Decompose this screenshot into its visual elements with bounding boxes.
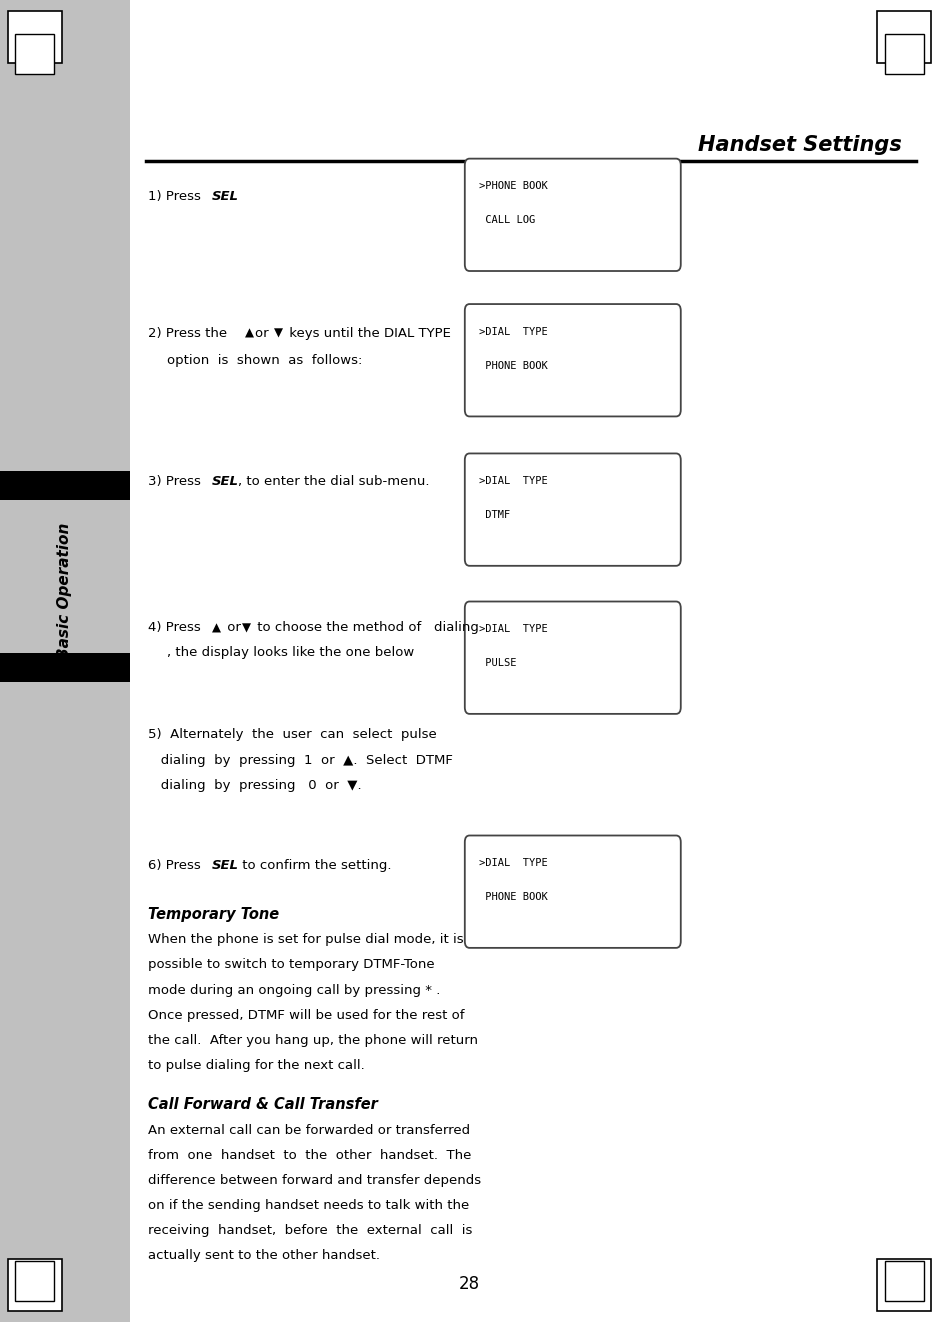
Text: >DIAL  TYPE: >DIAL TYPE <box>479 327 547 337</box>
FancyBboxPatch shape <box>465 159 681 271</box>
FancyBboxPatch shape <box>15 34 54 74</box>
Text: >DIAL  TYPE: >DIAL TYPE <box>479 858 547 869</box>
FancyBboxPatch shape <box>8 1259 62 1311</box>
Text: 5)  Alternately  the  user  can  select  pulse: 5) Alternately the user can select pulse <box>148 728 438 742</box>
Text: 1) Press: 1) Press <box>148 190 206 204</box>
Text: or: or <box>223 621 245 635</box>
Text: Call Forward & Call Transfer: Call Forward & Call Transfer <box>148 1097 378 1112</box>
FancyBboxPatch shape <box>8 11 62 63</box>
Text: CALL LOG: CALL LOG <box>479 215 535 226</box>
Text: option  is  shown  as  follows:: option is shown as follows: <box>167 354 362 368</box>
Text: PHONE BOOK: PHONE BOOK <box>479 361 547 371</box>
Text: ▲: ▲ <box>245 327 254 340</box>
Text: , the display looks like the one below: , the display looks like the one below <box>167 646 414 660</box>
Text: difference between forward and transfer depends: difference between forward and transfer … <box>148 1174 482 1187</box>
Text: receiving  handset,  before  the  external  call  is: receiving handset, before the external c… <box>148 1224 472 1237</box>
Text: 4) Press: 4) Press <box>148 621 206 635</box>
Text: An external call can be forwarded or transferred: An external call can be forwarded or tra… <box>148 1124 470 1137</box>
FancyBboxPatch shape <box>465 602 681 714</box>
Text: keys until the DIAL TYPE: keys until the DIAL TYPE <box>285 327 451 340</box>
Text: mode during an ongoing call by pressing * .: mode during an ongoing call by pressing … <box>148 984 440 997</box>
Text: dialing  by  pressing   0  or  ▼.: dialing by pressing 0 or ▼. <box>148 779 362 792</box>
Text: SEL: SEL <box>212 190 239 204</box>
Bar <box>0 471 130 500</box>
Text: PHONE BOOK: PHONE BOOK <box>479 892 547 903</box>
Text: from  one  handset  to  the  other  handset.  The: from one handset to the other handset. T… <box>148 1149 471 1162</box>
Text: >DIAL  TYPE: >DIAL TYPE <box>479 624 547 635</box>
FancyBboxPatch shape <box>465 836 681 948</box>
Text: to confirm the setting.: to confirm the setting. <box>238 859 391 873</box>
FancyBboxPatch shape <box>877 1259 931 1311</box>
Text: When the phone is set for pulse dial mode, it is: When the phone is set for pulse dial mod… <box>148 933 464 947</box>
Text: or: or <box>255 327 273 340</box>
Text: 2) Press the: 2) Press the <box>148 327 232 340</box>
FancyBboxPatch shape <box>877 11 931 63</box>
Text: DTMF: DTMF <box>479 510 510 521</box>
Text: 28: 28 <box>459 1274 480 1293</box>
Text: dialing  by  pressing  1  or  ▲.  Select  DTMF: dialing by pressing 1 or ▲. Select DTMF <box>148 754 454 767</box>
Text: ▼: ▼ <box>274 327 284 340</box>
Text: the call.  After you hang up, the phone will return: the call. After you hang up, the phone w… <box>148 1034 478 1047</box>
Text: ▲: ▲ <box>212 621 222 635</box>
Text: PULSE: PULSE <box>479 658 516 669</box>
Bar <box>0 0 130 1322</box>
Text: >PHONE BOOK: >PHONE BOOK <box>479 181 547 192</box>
FancyBboxPatch shape <box>465 453 681 566</box>
Text: 6) Press: 6) Press <box>148 859 206 873</box>
Text: actually sent to the other handset.: actually sent to the other handset. <box>148 1249 380 1263</box>
FancyBboxPatch shape <box>15 1261 54 1301</box>
Text: ▼: ▼ <box>242 621 252 635</box>
FancyBboxPatch shape <box>885 1261 924 1301</box>
FancyBboxPatch shape <box>465 304 681 416</box>
Bar <box>0 653 130 682</box>
Text: SEL: SEL <box>212 475 239 488</box>
Text: Temporary Tone: Temporary Tone <box>148 907 280 921</box>
Text: , to enter the dial sub-menu.: , to enter the dial sub-menu. <box>238 475 429 488</box>
Text: possible to switch to temporary DTMF-Tone: possible to switch to temporary DTMF-Ton… <box>148 958 435 972</box>
Text: 3) Press: 3) Press <box>148 475 206 488</box>
Text: to choose the method of   dialing: to choose the method of dialing <box>253 621 479 635</box>
Text: on if the sending handset needs to talk with the: on if the sending handset needs to talk … <box>148 1199 470 1212</box>
Text: Basic Operation: Basic Operation <box>57 522 72 660</box>
FancyBboxPatch shape <box>885 34 924 74</box>
Text: to pulse dialing for the next call.: to pulse dialing for the next call. <box>148 1059 365 1072</box>
Text: SEL: SEL <box>212 859 239 873</box>
Text: Handset Settings: Handset Settings <box>698 135 901 155</box>
Text: Once pressed, DTMF will be used for the rest of: Once pressed, DTMF will be used for the … <box>148 1009 465 1022</box>
Text: >DIAL  TYPE: >DIAL TYPE <box>479 476 547 486</box>
